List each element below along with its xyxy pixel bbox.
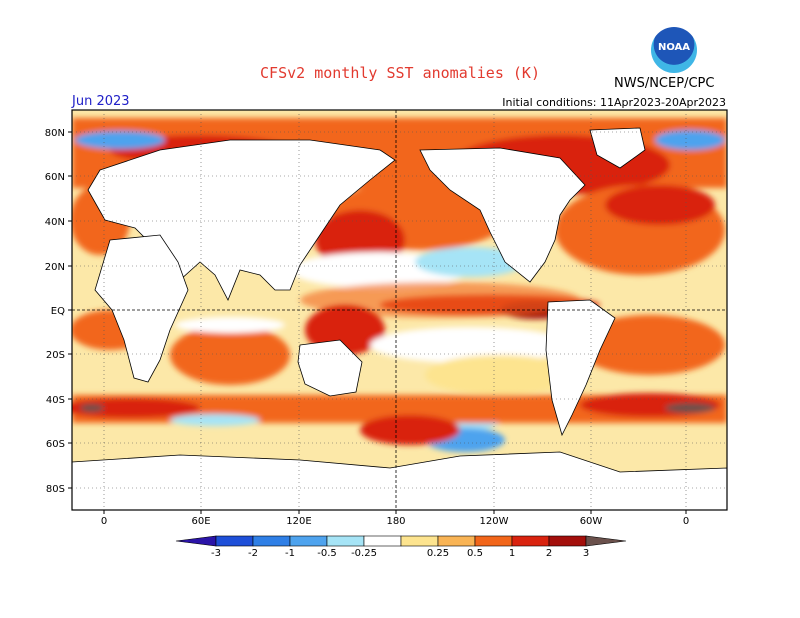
lat-label: 20N	[45, 262, 65, 273]
colorbar-arrow-right	[585, 535, 627, 547]
lon-label: 120E	[286, 516, 311, 527]
colorbar-label: -0.5	[317, 548, 337, 559]
colorbar-swatch	[363, 535, 402, 547]
lat-label: EQ	[51, 306, 65, 317]
lon-label: 180	[386, 516, 405, 527]
colorbar: -3 -2 -1 -0.5 -0.25 0.25 0.5 1 2 3	[175, 535, 627, 559]
colorbar-swatch	[474, 535, 513, 547]
lon-label: 0	[683, 516, 689, 527]
colorbar-swatch	[252, 535, 291, 547]
colorbar-label: -0.25	[351, 548, 377, 559]
colorbar-label: 0.5	[467, 548, 483, 559]
forecast-month: Jun 2023	[72, 94, 130, 109]
latitude-labels: 80N 60N 40N 20N EQ 20S 40S 60S 80S	[45, 128, 72, 495]
lat-label: 60S	[46, 439, 65, 450]
colorbar-label: -1	[285, 548, 295, 559]
colorbar-swatch	[289, 535, 328, 547]
gridlines	[72, 110, 727, 510]
initial-conditions: Initial conditions: 11Apr2023-20Apr2023	[502, 96, 726, 109]
colorbar-label: -2	[248, 548, 258, 559]
longitude-labels: 0 60E 120E 180 120W 60W 0	[101, 510, 689, 527]
lat-label: 20S	[46, 350, 65, 361]
lon-label: 0	[101, 516, 107, 527]
colorbar-swatch	[548, 535, 587, 547]
land-outlines	[72, 127, 727, 510]
colorbar-label: -3	[211, 548, 221, 559]
map-title: CFSv2 monthly SST anomalies (K)	[260, 64, 540, 82]
lat-label: 40N	[45, 217, 65, 228]
lat-label: 80N	[45, 128, 65, 139]
colorbar-label: 3	[583, 548, 589, 559]
noaa-logo-icon: NOAA	[651, 27, 697, 73]
colorbar-swatch	[326, 535, 365, 547]
colorbar-arrow-left	[175, 535, 217, 547]
colorbar-label: 2	[546, 548, 552, 559]
lon-label: 120W	[480, 516, 509, 527]
colorbar-swatch	[511, 535, 550, 547]
lon-label: 60E	[191, 516, 210, 527]
lat-label: 40S	[46, 395, 65, 406]
colorbar-label: 0.25	[427, 548, 449, 559]
lat-label: 80S	[46, 484, 65, 495]
colorbar-swatch	[215, 535, 254, 547]
colorbar-swatch	[437, 535, 476, 547]
lon-label: 60W	[580, 516, 603, 527]
colorbar-swatch	[400, 535, 439, 547]
lat-label: 60N	[45, 172, 65, 183]
colorbar-label: 1	[509, 548, 515, 559]
agency-label: NWS/NCEP/CPC	[614, 76, 715, 91]
